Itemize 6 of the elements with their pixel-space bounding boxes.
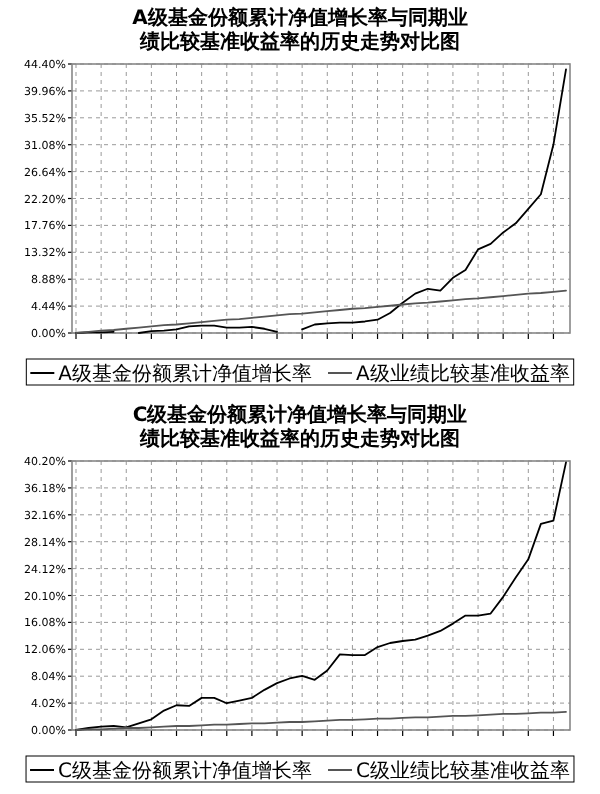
chart-title: A级基金份额累计净值增长率与同期业绩比较基准收益率的历史走势对比图 xyxy=(132,6,468,54)
legend-label: A级业绩比较基准收益率 xyxy=(356,362,570,386)
legend-label: A级基金份额累计净值增长率 xyxy=(58,362,312,386)
legend-label: C级业绩比较基准收益率 xyxy=(356,759,570,783)
chart-title: C级基金份额累计净值增长率与同期业绩比较基准收益率的历史走势对比图 xyxy=(132,403,468,451)
legend-label: C级基金份额累计净值增长率 xyxy=(58,759,312,783)
